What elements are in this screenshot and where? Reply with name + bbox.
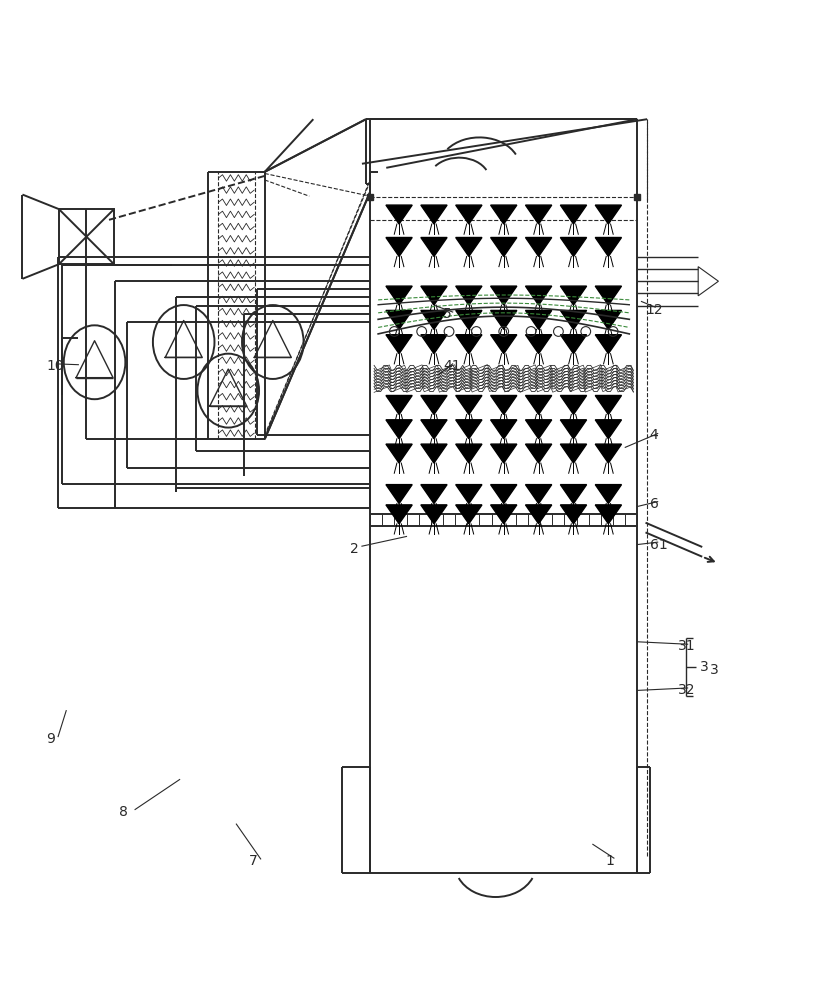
Polygon shape (525, 485, 552, 504)
Polygon shape (560, 286, 587, 305)
Polygon shape (525, 505, 552, 524)
Polygon shape (456, 205, 482, 224)
Polygon shape (421, 286, 447, 305)
Polygon shape (386, 505, 412, 524)
Polygon shape (456, 485, 482, 504)
Polygon shape (421, 420, 447, 439)
Polygon shape (525, 310, 552, 329)
Polygon shape (490, 395, 517, 414)
Polygon shape (490, 237, 517, 256)
Polygon shape (525, 286, 552, 305)
Polygon shape (386, 310, 412, 329)
Polygon shape (421, 505, 447, 524)
Polygon shape (456, 286, 482, 305)
Polygon shape (560, 335, 587, 354)
Polygon shape (560, 205, 587, 224)
Text: 9: 9 (46, 732, 54, 746)
Polygon shape (386, 237, 412, 256)
Polygon shape (490, 444, 517, 463)
Polygon shape (595, 420, 621, 439)
Text: 1: 1 (605, 854, 614, 868)
Text: 12: 12 (646, 303, 663, 317)
Polygon shape (386, 205, 412, 224)
Polygon shape (421, 237, 447, 256)
Polygon shape (560, 310, 587, 329)
Polygon shape (456, 335, 482, 354)
Polygon shape (456, 310, 482, 329)
Text: 41: 41 (443, 359, 461, 373)
Text: 61: 61 (650, 538, 667, 552)
Polygon shape (595, 485, 621, 504)
Text: 32: 32 (678, 683, 695, 697)
Bar (59, 209, 114, 264)
Polygon shape (386, 444, 412, 463)
Polygon shape (525, 444, 552, 463)
Polygon shape (386, 420, 412, 439)
Polygon shape (490, 485, 517, 504)
Polygon shape (560, 485, 587, 504)
Polygon shape (525, 237, 552, 256)
Text: 2: 2 (350, 542, 359, 556)
Polygon shape (421, 444, 447, 463)
Polygon shape (456, 505, 482, 524)
Text: 8: 8 (119, 805, 128, 819)
Polygon shape (421, 485, 447, 504)
Polygon shape (595, 310, 621, 329)
Polygon shape (560, 505, 587, 524)
Polygon shape (490, 286, 517, 305)
Polygon shape (386, 286, 412, 305)
Polygon shape (595, 395, 621, 414)
Polygon shape (490, 205, 517, 224)
Polygon shape (456, 395, 482, 414)
Polygon shape (560, 395, 587, 414)
Polygon shape (560, 444, 587, 463)
Text: 5: 5 (443, 307, 452, 321)
Polygon shape (490, 420, 517, 439)
Polygon shape (595, 286, 621, 305)
Text: 6: 6 (650, 497, 659, 511)
Polygon shape (386, 335, 412, 354)
Polygon shape (421, 335, 447, 354)
Polygon shape (525, 205, 552, 224)
Polygon shape (525, 420, 552, 439)
Polygon shape (386, 395, 412, 414)
Polygon shape (560, 237, 587, 256)
Polygon shape (595, 237, 621, 256)
Polygon shape (386, 485, 412, 504)
Polygon shape (456, 420, 482, 439)
Polygon shape (421, 205, 447, 224)
Polygon shape (525, 395, 552, 414)
Polygon shape (456, 444, 482, 463)
Polygon shape (421, 395, 447, 414)
Polygon shape (560, 420, 587, 439)
Polygon shape (595, 335, 621, 354)
Polygon shape (490, 335, 517, 354)
Polygon shape (490, 505, 517, 524)
Text: 31: 31 (678, 639, 696, 653)
Text: 4: 4 (650, 428, 659, 442)
Polygon shape (595, 505, 621, 524)
Polygon shape (595, 205, 621, 224)
Polygon shape (456, 237, 482, 256)
Text: 3: 3 (711, 663, 719, 677)
Text: 3: 3 (700, 660, 709, 674)
Polygon shape (490, 310, 517, 329)
Text: 10: 10 (46, 359, 63, 373)
Polygon shape (525, 335, 552, 354)
Polygon shape (595, 444, 621, 463)
Polygon shape (421, 310, 447, 329)
Text: 7: 7 (249, 854, 257, 868)
